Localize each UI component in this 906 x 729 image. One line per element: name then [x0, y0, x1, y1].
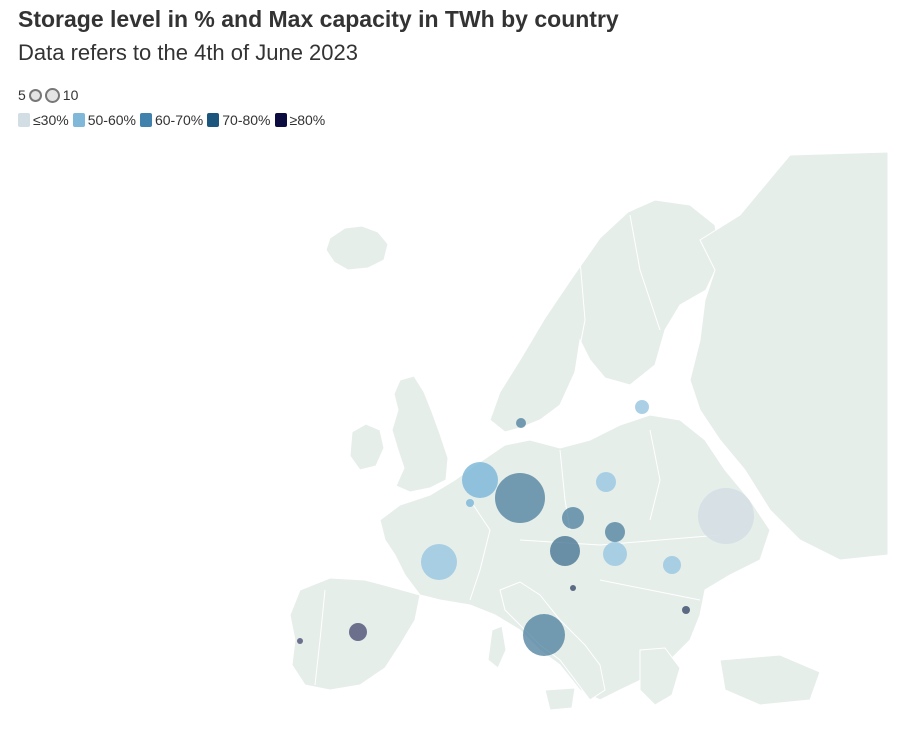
size-legend-large-label: 10: [62, 87, 79, 103]
land-layer: [289, 151, 889, 711]
bubble-poland: [596, 472, 616, 492]
border-sweden-norway: [574, 259, 586, 373]
bubble-netherlands: [462, 462, 498, 498]
legend-item-70-80: 70-80%: [207, 112, 271, 128]
storage-bubbles: [297, 400, 754, 656]
border-france-germany: [469, 499, 491, 601]
bubble-latvia: [635, 400, 649, 414]
bubble-austria: [550, 536, 580, 566]
bubble-bulgaria: [682, 606, 690, 614]
legend-swatch-50-60: [72, 113, 85, 127]
size-legend: 5 10: [18, 87, 78, 103]
legend-item-50-60: 50-60%: [72, 112, 136, 128]
bubble-ukraine: [698, 488, 754, 544]
border-balkans: [599, 579, 701, 601]
legend-item-60-70: 60-70%: [139, 112, 204, 128]
bubble-germany: [495, 473, 545, 523]
map-subtitle: Data refers to the 4th of June 2023: [18, 40, 359, 65]
bubble-czechia: [562, 507, 584, 529]
size-legend-large-circle: [44, 87, 60, 103]
bubble-portugal: [297, 638, 303, 644]
bubble-hungary: [603, 542, 627, 566]
border-spain-portugal: [314, 589, 326, 686]
size-legend-small-label: 5: [18, 87, 26, 103]
bubble-romania: [663, 556, 681, 574]
legend-label-60-70: 60-70%: [154, 112, 204, 128]
legend-label-70-80: 70-80%: [222, 112, 271, 128]
legend-item-ge80: ≥80%: [274, 112, 326, 128]
land-sicily: [544, 687, 576, 711]
land-sardinia: [487, 625, 507, 669]
border-poland-east: [649, 429, 661, 521]
bubble-slovakia: [605, 522, 625, 542]
legend-label-50-60: 50-60%: [87, 112, 136, 128]
bubble-france: [421, 544, 457, 580]
border-sweden-finland: [629, 214, 661, 331]
legend-swatch-le30: [18, 113, 30, 127]
land-great-britain: [391, 375, 449, 493]
bubble-spain: [349, 623, 367, 641]
map-title: Storage level in % and Max capacity in T…: [18, 6, 619, 32]
border-baltics: [619, 389, 690, 411]
legend-label-le30: ≤30%: [33, 112, 69, 128]
land-turkey-fragment: [719, 654, 821, 706]
color-legend: ≤30% 50-60% 60-70% 70-80% ≥80%: [18, 112, 329, 128]
size-legend-small-circle: [28, 88, 42, 102]
bubble-croatia: [570, 585, 576, 591]
bubble-belgium: [466, 499, 474, 507]
legend-swatch-ge80: [274, 113, 287, 127]
land-ireland: [349, 423, 385, 471]
legend-label-ge80: ≥80%: [289, 112, 326, 128]
bubble-italy: [523, 614, 565, 656]
legend-swatch-70-80: [207, 113, 220, 127]
bubble-denmark: [516, 418, 526, 428]
legend-item-le30: ≤30%: [18, 112, 69, 128]
land-scandinavia: [489, 199, 721, 433]
land-greece: [639, 647, 681, 706]
land-russia-east: [689, 151, 889, 561]
legend-swatch-60-70: [139, 113, 152, 127]
land-iceland: [325, 225, 389, 271]
